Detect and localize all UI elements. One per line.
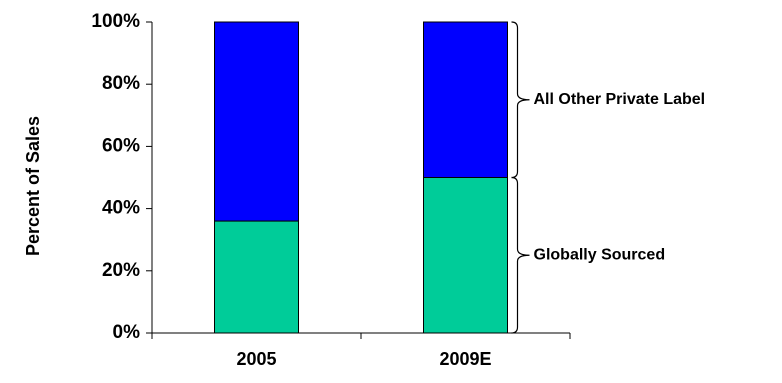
y-tick-label: 40% xyxy=(102,198,140,219)
bar-2005-series-1 xyxy=(214,21,299,222)
series-label: All Other Private Label xyxy=(534,91,706,108)
bar-2005-series-0 xyxy=(214,220,299,334)
x-tick-label: 2005 xyxy=(236,349,276,369)
y-tick-label: 100% xyxy=(91,11,140,32)
y-tick-label: 20% xyxy=(102,260,140,281)
bars-group xyxy=(214,21,508,334)
bar-2009e-series-0 xyxy=(423,177,508,334)
brace-series-1 xyxy=(511,21,530,179)
bar-2009e-series-1 xyxy=(423,21,508,178)
y-tick-label: 80% xyxy=(102,73,140,94)
axes-group: 2005 2009E 0% 20% 40% 60% 80% 100% xyxy=(91,11,571,369)
y-axis-label: Percent of Sales xyxy=(23,116,43,256)
y-tick-label: 0% xyxy=(113,322,141,343)
brace-annotations: Globally Sourced All Other Private Label xyxy=(511,21,706,334)
series-label: Globally Sourced xyxy=(534,246,666,263)
brace-series-0 xyxy=(511,176,530,334)
y-tick-label: 60% xyxy=(102,135,140,156)
x-tick-label: 2009E xyxy=(439,349,491,369)
